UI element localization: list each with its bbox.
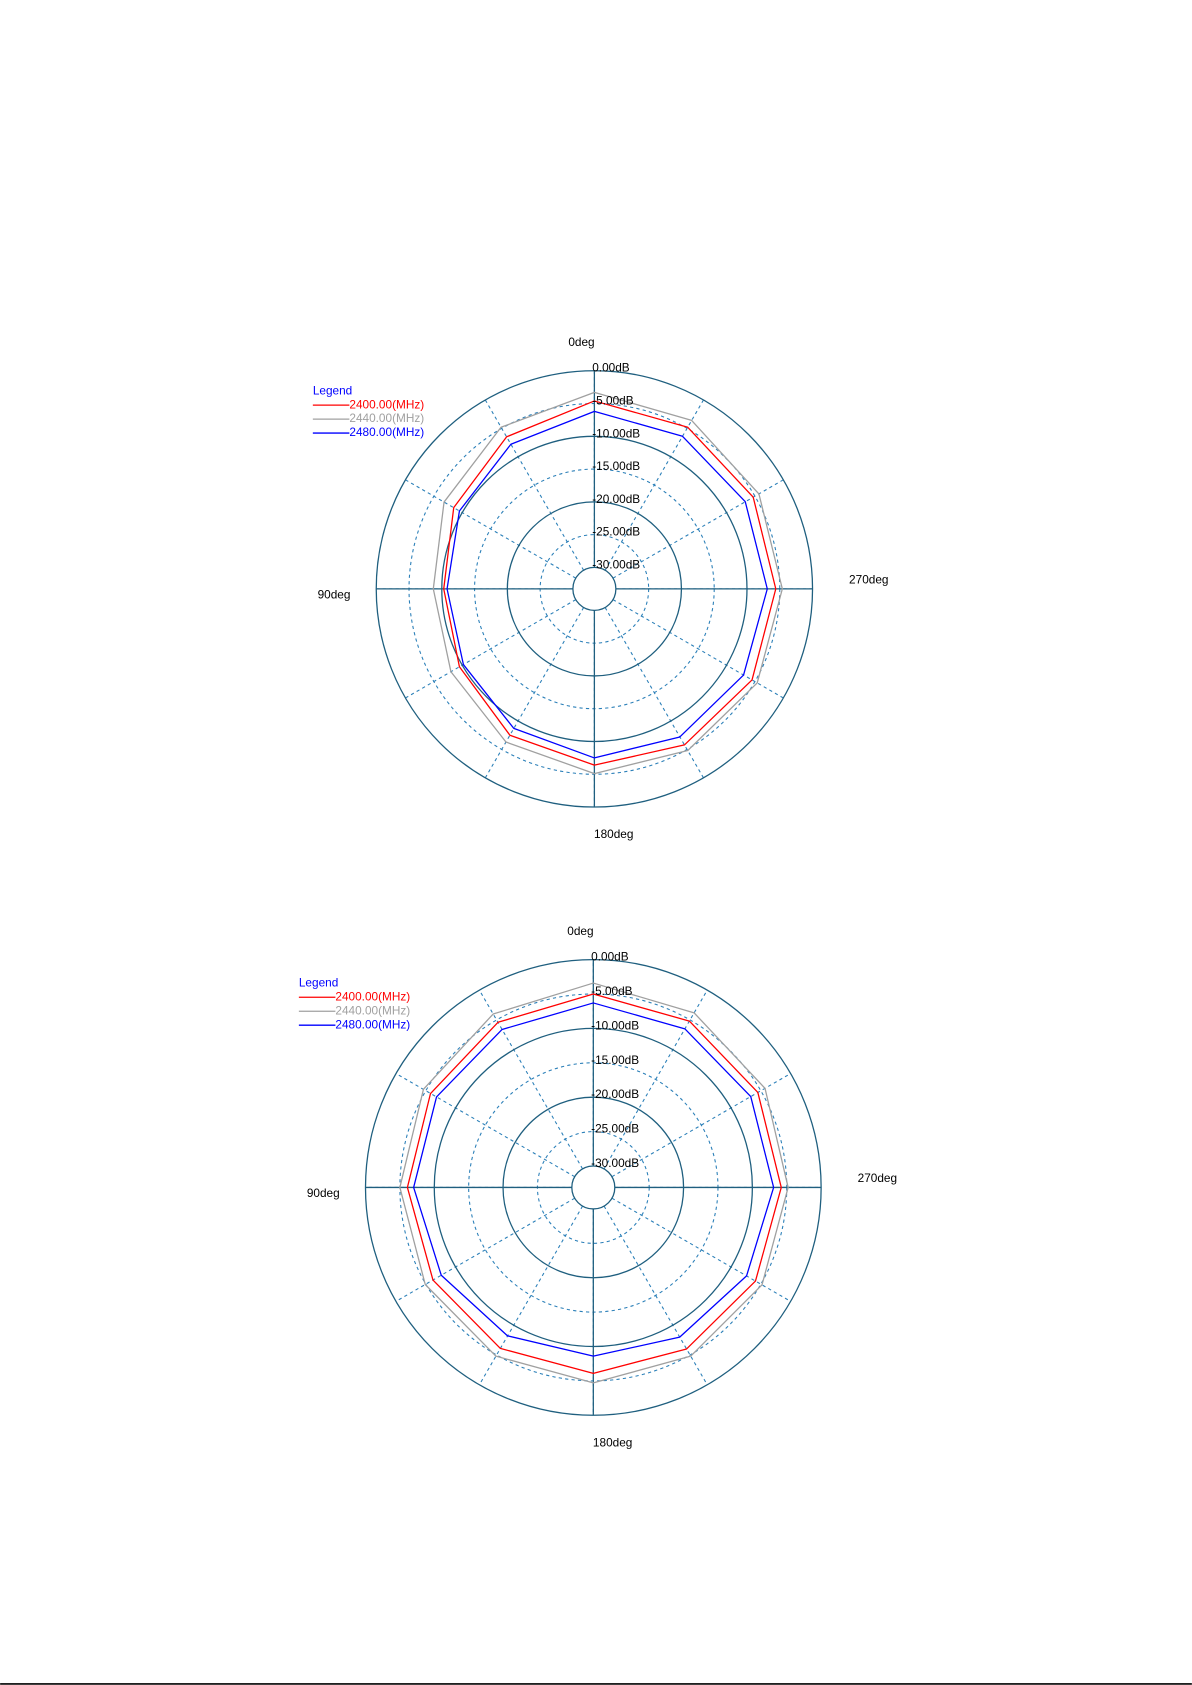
r-tick-label: -20.00dB: [591, 1087, 639, 1101]
series-line: [446, 410, 768, 759]
theta-tick-label: 270deg: [858, 1171, 897, 1185]
r-tick-label: -15.00dB: [591, 1053, 639, 1067]
legend-label: 2480.00(MHz): [335, 1017, 410, 1031]
theta-tick-label: 90deg: [318, 587, 351, 601]
theta-tick-label: 0deg: [567, 924, 593, 938]
legend-label: 2440.00(MHz): [349, 411, 424, 425]
theta-tick-label: 180deg: [593, 1435, 632, 1449]
r-tick-label: -15.00dB: [592, 459, 640, 473]
theta-tick-label: 90deg: [307, 1186, 340, 1200]
legend-label: 2440.00(MHz): [335, 1003, 410, 1017]
spoke: [478, 989, 584, 1170]
r-tick-label: -25.00dB: [591, 1122, 639, 1136]
theta-tick-label: 180deg: [594, 827, 633, 841]
r-tick-label: 0.00dB: [591, 950, 629, 964]
legend-title: Legend: [299, 975, 338, 989]
spoke: [395, 1073, 575, 1178]
legend-label: 2400.00(MHz): [349, 397, 424, 411]
r-tick-label: 0.00dB: [592, 361, 630, 375]
series-line: [432, 391, 783, 775]
series-line: [399, 982, 789, 1384]
r-grid-circle: [571, 1165, 616, 1210]
legend-title: Legend: [313, 383, 352, 397]
spoke: [405, 599, 577, 699]
r-tick-label: -30.00dB: [591, 1156, 639, 1170]
legend-label: 2400.00(MHz): [335, 989, 410, 1003]
theta-tick-label: 270deg: [849, 572, 888, 586]
r-tick-label: -30.00dB: [592, 557, 640, 571]
r-tick-label: -10.00dB: [592, 426, 640, 440]
r-tick-label: -20.00dB: [592, 492, 640, 506]
r-grid-circle: [572, 566, 617, 612]
r-tick-label: -10.00dB: [591, 1018, 639, 1032]
r-tick-label: -5.00dB: [591, 984, 632, 998]
r-tick-label: -5.00dB: [592, 393, 633, 407]
series-line: [443, 400, 777, 766]
r-tick-label: -25.00dB: [592, 525, 640, 539]
theta-tick-label: 0deg: [568, 335, 594, 349]
series-line: [406, 993, 782, 1375]
legend-label: 2480.00(MHz): [349, 425, 424, 439]
series-line: [412, 1002, 775, 1357]
spoke: [395, 1197, 575, 1302]
